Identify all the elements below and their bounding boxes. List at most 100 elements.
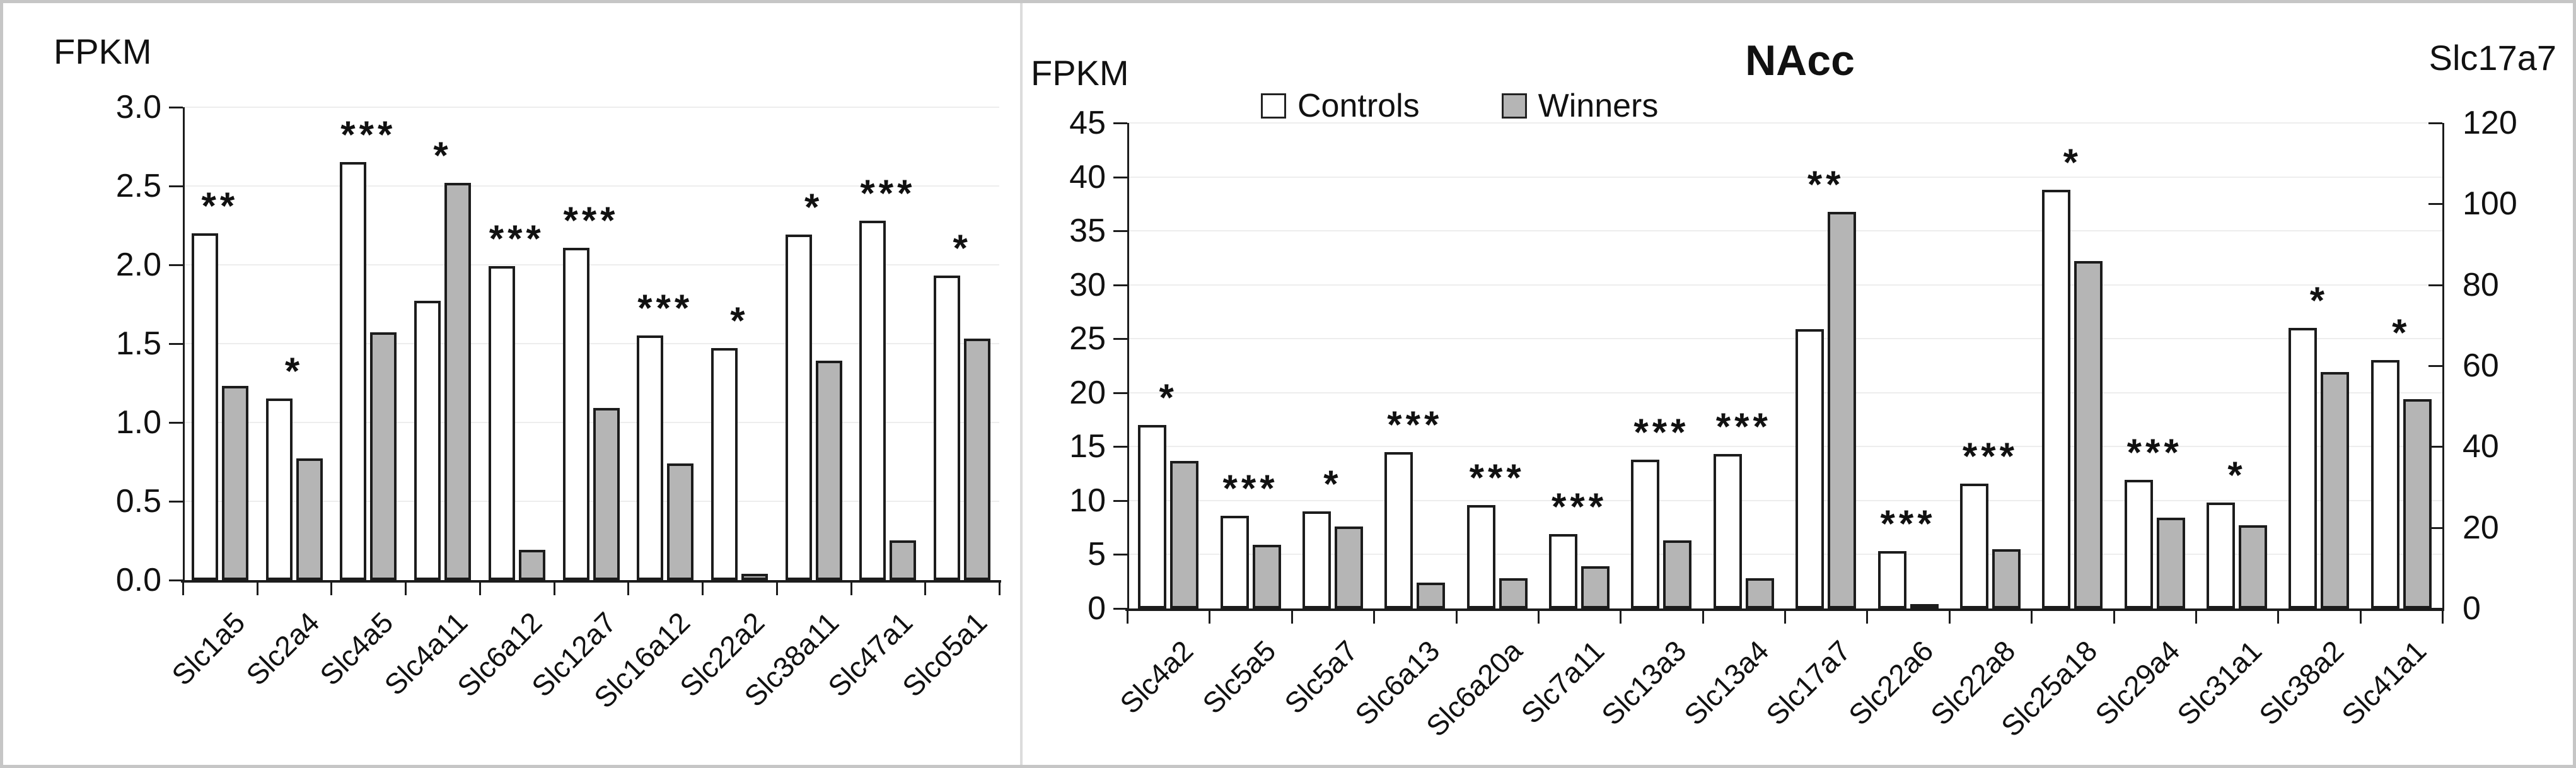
secondary-y-axis-tick	[2428, 446, 2442, 448]
gridline	[183, 185, 999, 187]
x-axis-category-label-slc1a5: Slc1a5	[165, 605, 252, 692]
bar-controls-slco5a1	[934, 276, 961, 580]
bar-winners-slc4a11	[444, 183, 472, 580]
y-axis-tick-label: 1.5	[115, 325, 161, 362]
bar-controls-slc38a11	[785, 235, 812, 580]
y-axis-tick-label: 25	[1069, 320, 1106, 358]
significance-marker-slc13a4: ***	[1715, 405, 1772, 448]
legend-label-winners: Winners	[1538, 88, 1659, 124]
bar-controls-slc47a1	[859, 221, 886, 580]
x-axis-line	[181, 580, 1001, 583]
x-axis-tick	[479, 583, 481, 595]
bar-controls-slc41a1	[2370, 360, 2399, 608]
x-axis-tick	[330, 583, 333, 595]
x-axis-tick	[1948, 611, 1951, 624]
y-axis-tick-label: 40	[1069, 158, 1106, 195]
bar-controls-slc17a7	[1796, 329, 1825, 608]
x-axis-tick	[1127, 611, 1128, 624]
legend: Controls Winners	[1261, 89, 1658, 123]
secondary-y-axis-tick	[2428, 122, 2442, 124]
y-axis-tick	[169, 107, 183, 108]
secondary-y-axis-tick	[2428, 203, 2442, 206]
significance-marker-slc2a4: *	[284, 350, 304, 392]
bar-winners-slc2a4	[296, 458, 323, 580]
gridline	[1127, 338, 2442, 340]
x-axis-tick	[1866, 611, 1869, 624]
x-axis-tick	[1291, 611, 1293, 624]
y-axis-line	[183, 107, 185, 580]
significance-marker-slc1a5: **	[201, 185, 239, 227]
y-axis-tick-label: 20	[1069, 374, 1106, 411]
x-axis-tick	[2277, 611, 2280, 624]
bar-winners-slc22a2	[741, 574, 768, 580]
significance-marker-slc4a5: ***	[340, 113, 397, 156]
right-chart-secondary-axis-title: Slc17a7	[2428, 38, 2556, 78]
x-axis-tick	[405, 583, 407, 595]
significance-marker-slc16a12: ***	[637, 287, 693, 329]
significance-marker-slco5a1: *	[953, 227, 972, 269]
winners-swatch-icon	[1501, 93, 1527, 119]
bar-winners-slc22a8	[1992, 549, 2021, 608]
secondary-y-axis-tick-label: 20	[2463, 509, 2499, 546]
bar-winners-slc4a2	[1170, 461, 1199, 608]
significance-marker-slc38a11: *	[804, 186, 823, 228]
secondary-y-axis-tick-label: 100	[2463, 185, 2517, 223]
gridline	[183, 501, 999, 502]
bar-winners-slc16a12	[667, 463, 694, 580]
secondary-y-axis-tick-label: 80	[2463, 266, 2499, 303]
significance-marker-slc22a8: ***	[1962, 435, 2018, 477]
bar-controls-slc38a2	[2289, 328, 2318, 608]
significance-marker-slc4a11: *	[433, 134, 452, 177]
bar-controls-slc13a3	[1631, 460, 1660, 608]
y-axis-tick	[1113, 176, 1127, 178]
bar-winners-slc6a12	[518, 550, 545, 580]
bar-controls-slc4a5	[340, 162, 367, 580]
significance-marker-slc22a2: *	[730, 300, 749, 342]
bar-winners-slc38a2	[2321, 372, 2350, 608]
bar-controls-slc1a5	[191, 233, 218, 580]
x-axis-tick	[553, 583, 555, 595]
y-axis-tick-label: 2.5	[115, 168, 161, 204]
x-axis-tick	[182, 583, 184, 595]
bar-controls-slc22a6	[1877, 551, 1906, 608]
y-axis-tick-label: 15	[1069, 428, 1106, 465]
y-axis-tick-label: 3.0	[115, 89, 161, 125]
significance-marker-slc13a3: ***	[1633, 411, 1690, 453]
gridline	[1127, 122, 2442, 124]
y-axis-tick	[169, 501, 183, 503]
bar-winners-slc4a5	[370, 332, 397, 580]
left-chart-y-axis-title: FPKM	[54, 32, 152, 71]
bar-controls-slc16a12	[637, 335, 664, 580]
y-axis-tick	[169, 185, 183, 187]
x-axis-tick	[1620, 611, 1622, 624]
bar-winners-slc12a7	[593, 408, 620, 580]
right-chart-y-axis-title: FPKM	[1031, 53, 1129, 93]
bar-controls-slc22a2	[711, 348, 738, 580]
secondary-y-axis-line	[2442, 123, 2444, 608]
y-axis-tick-label: 45	[1069, 105, 1106, 141]
bar-controls-slc6a13	[1384, 452, 1413, 608]
bar-controls-slc6a20a	[1466, 505, 1495, 608]
chart-title-nacc: NAcc	[1745, 37, 1855, 84]
panel-divider	[1020, 3, 1023, 765]
y-axis-tick-label: 35	[1069, 212, 1106, 250]
x-axis-tick	[2359, 611, 2362, 624]
significance-marker-slc6a12: ***	[489, 218, 545, 260]
controls-swatch-icon	[1261, 93, 1286, 119]
x-axis-tick	[1702, 611, 1704, 624]
bar-winners-slco5a1	[964, 339, 991, 580]
significance-marker-slc41a1: *	[2392, 311, 2411, 354]
gridline	[1127, 499, 2442, 501]
legend-item-controls: Controls	[1261, 89, 1420, 123]
bar-controls-slc29a4	[2124, 480, 2153, 608]
bar-controls-slc7a11	[1549, 534, 1578, 608]
y-axis-tick-label: 2.0	[115, 247, 161, 283]
bar-winners-slc38a11	[815, 361, 842, 580]
bar-controls-slc5a7	[1302, 511, 1331, 608]
y-axis-tick	[1113, 392, 1127, 394]
bar-controls-slc5a5	[1220, 516, 1249, 608]
secondary-y-axis-tick-label: 60	[2463, 347, 2499, 384]
secondary-y-axis-tick-label: 0	[2463, 590, 2481, 627]
x-axis-tick	[924, 583, 927, 595]
y-axis-tick-label: 0.0	[115, 562, 161, 598]
